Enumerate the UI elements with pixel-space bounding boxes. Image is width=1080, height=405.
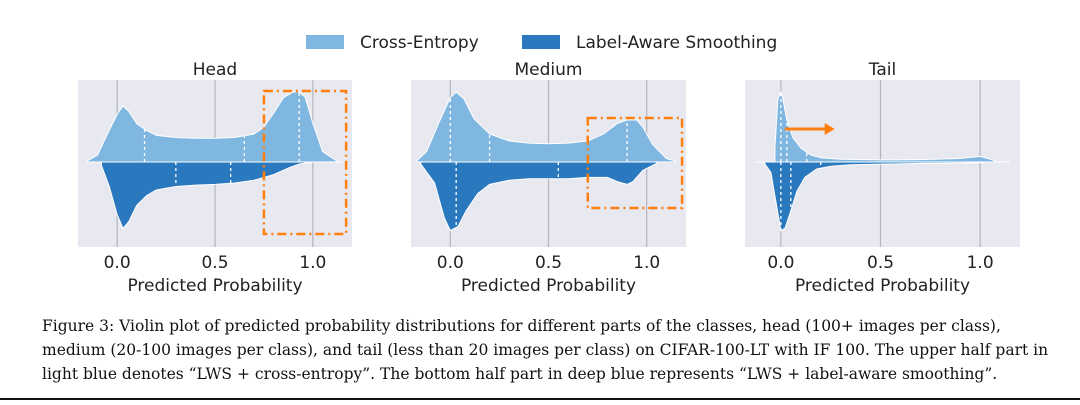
- x-tick-label: 1.0: [299, 253, 326, 273]
- violin-lower: [420, 161, 657, 232]
- panel-title: Medium: [515, 60, 583, 80]
- x-tick-label: 0.0: [437, 253, 464, 273]
- panel-medium: 0.0 0.5 1.0 Medium Predicted Probability: [411, 60, 686, 296]
- x-tick-label: 0.5: [201, 253, 228, 273]
- x-axis-label: Predicted Probability: [127, 276, 302, 296]
- legend-label-label-aware: Label-Aware Smoothing: [576, 33, 777, 53]
- violin-upper: [416, 91, 677, 163]
- x-axis-label: Predicted Probability: [795, 276, 970, 296]
- highlight-box: [586, 116, 684, 210]
- legend-label-cross-entropy: Cross-Entropy: [360, 33, 479, 53]
- violin-upper: [774, 90, 997, 163]
- bottom-rule: [0, 398, 1080, 400]
- x-tick-label: 0.0: [767, 253, 794, 273]
- panel-title: Tail: [868, 60, 896, 80]
- x-tick-label: 1.0: [967, 253, 994, 273]
- panel-head: 0.0 0.5 1.0 Head Predicted Probability: [78, 60, 352, 296]
- legend-swatch-label-aware: [522, 35, 560, 49]
- x-tick-label: 0.0: [104, 253, 131, 273]
- highlight-box: [262, 89, 348, 236]
- x-tick-label: 0.5: [535, 253, 562, 273]
- shift-arrow-head: [824, 123, 835, 135]
- violin-upper: [87, 91, 337, 163]
- legend-swatch-cross-entropy: [306, 35, 344, 49]
- panel-title: Head: [193, 60, 237, 80]
- violin-lower: [101, 161, 313, 230]
- x-tick-label: 0.5: [867, 253, 894, 273]
- x-tick-label: 1.0: [633, 253, 660, 273]
- figure-caption: Figure 3: Violin plot of predicted proba…: [42, 317, 1049, 383]
- panel-tail: 0.0 0.5 1.0 Tail Predicted Probability: [745, 60, 1020, 296]
- violin-lower: [764, 161, 991, 232]
- violin-figure: Cross-Entropy Label-Aware Smoothing 0.0 0…: [78, 33, 1020, 296]
- x-axis-label: Predicted Probability: [461, 276, 636, 296]
- legend: Cross-Entropy Label-Aware Smoothing: [306, 33, 777, 53]
